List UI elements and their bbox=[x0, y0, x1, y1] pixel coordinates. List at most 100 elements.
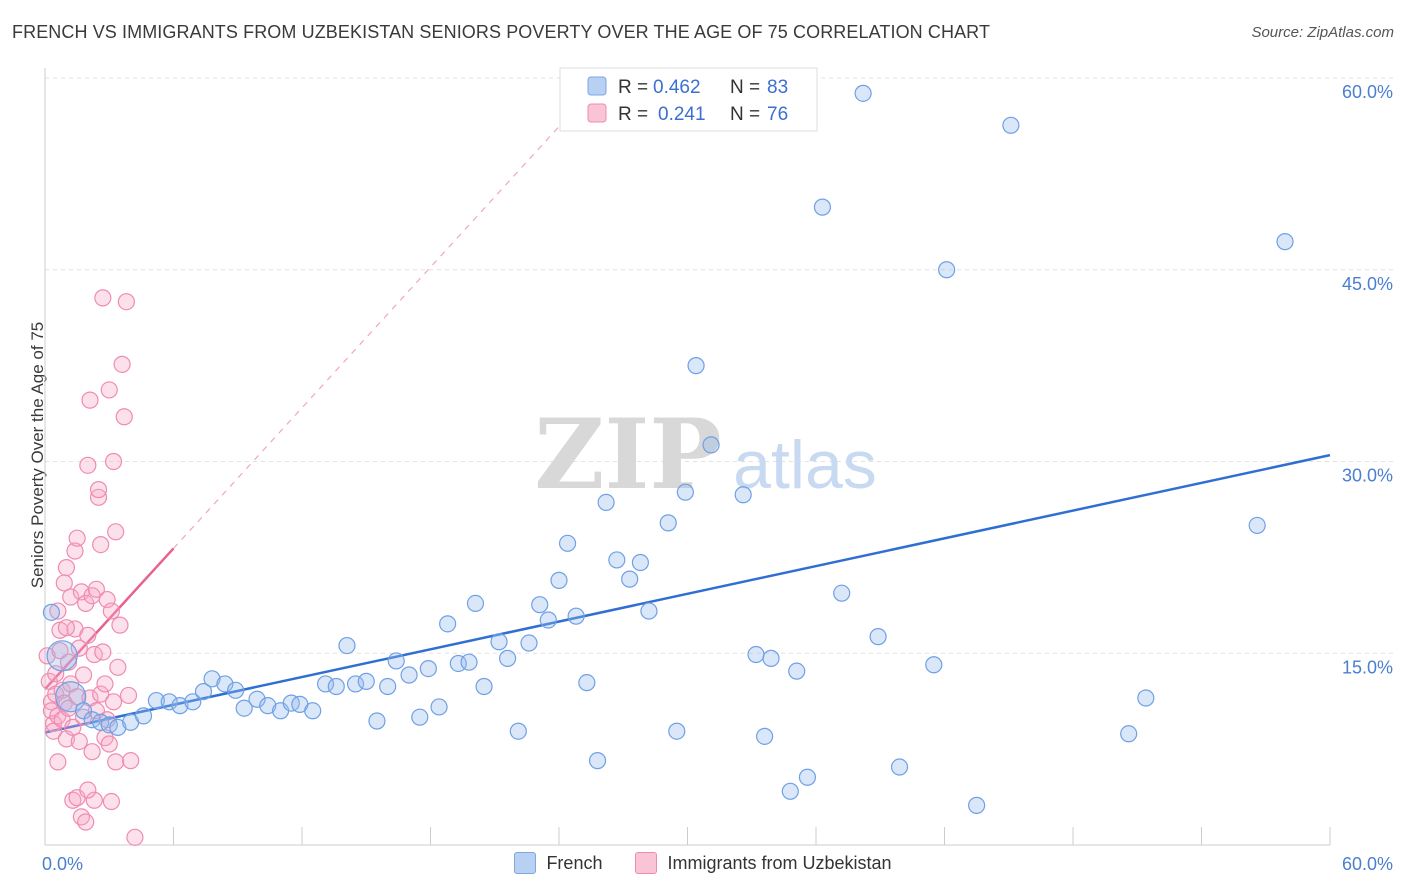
uzbek-point-44 bbox=[87, 580, 106, 598]
watermark-atlas: atlas bbox=[733, 427, 877, 503]
french-point-77 bbox=[968, 796, 986, 814]
bottom-legend-french-label: French bbox=[546, 852, 603, 873]
legend-french-r-value: 0.462 bbox=[653, 77, 701, 98]
uzbek-point-59 bbox=[102, 602, 120, 620]
french-point-53 bbox=[597, 493, 615, 512]
legend-french-n-value: 83 bbox=[767, 77, 788, 98]
bottom-legend-uzbek-swatch bbox=[635, 852, 658, 874]
uzbek-point-6 bbox=[47, 665, 65, 683]
uzbek-point-36 bbox=[79, 456, 97, 474]
french-point-65 bbox=[755, 727, 774, 745]
x-tick-labels: 0.0% 60.0% bbox=[42, 854, 1393, 874]
french-point-19 bbox=[248, 690, 266, 708]
chart-title: FRENCH VS IMMIGRANTS FROM UZBEKISTAN SEN… bbox=[12, 22, 991, 42]
french-point-52 bbox=[588, 752, 607, 770]
x-tick-label-0: 0.0% bbox=[42, 854, 83, 874]
french-point-70 bbox=[813, 198, 832, 216]
source-label: Source: ZipAtlas.com bbox=[1251, 24, 1394, 41]
french-point-44 bbox=[509, 722, 527, 740]
french-point-50 bbox=[567, 607, 585, 625]
french-point-73 bbox=[869, 628, 887, 646]
french-point-20 bbox=[259, 697, 277, 715]
french-point-56 bbox=[631, 553, 649, 572]
french-point-11 bbox=[160, 693, 178, 711]
gridlines bbox=[45, 77, 1395, 654]
french-point-3 bbox=[74, 702, 93, 720]
french-point-45 bbox=[520, 634, 538, 652]
uzbek-point-73 bbox=[68, 529, 86, 547]
french-point-61 bbox=[687, 357, 705, 375]
french-point-66 bbox=[762, 649, 780, 667]
french-point-16 bbox=[216, 675, 234, 693]
french-point-74 bbox=[890, 758, 909, 776]
uzbek-point-47 bbox=[89, 481, 108, 499]
uzbek-point-58 bbox=[102, 792, 120, 811]
french-point-79 bbox=[1120, 725, 1138, 743]
french-point-29 bbox=[357, 672, 375, 690]
uzbek-point-65 bbox=[111, 616, 129, 634]
french-point-31 bbox=[379, 677, 397, 696]
legend-uzbek-n-label: N = bbox=[730, 104, 760, 125]
french-point-42 bbox=[490, 633, 508, 651]
uzbek-point-12 bbox=[53, 681, 71, 699]
french-point-22 bbox=[282, 694, 300, 712]
french-point-63 bbox=[734, 486, 752, 504]
uzbek-point-66 bbox=[113, 355, 131, 373]
uzbek-point-75 bbox=[49, 753, 67, 771]
uzbek-point-53 bbox=[96, 675, 114, 693]
french-point-41 bbox=[475, 677, 493, 696]
uzbek-point-49 bbox=[92, 685, 110, 703]
french-point-0 bbox=[42, 603, 61, 621]
french-point-9 bbox=[134, 707, 153, 725]
french-point-15 bbox=[203, 670, 221, 688]
french-point-71 bbox=[833, 584, 851, 602]
french-point-24 bbox=[304, 702, 322, 720]
uzbek-point-60 bbox=[104, 452, 123, 471]
uzbek-point-70 bbox=[122, 752, 140, 770]
uzbek-point-61 bbox=[104, 693, 123, 711]
uzbek-point-50 bbox=[94, 289, 112, 307]
uzbek-trend-extension bbox=[173, 77, 604, 549]
french-point-36 bbox=[430, 698, 448, 716]
uzbek-point-74 bbox=[79, 781, 97, 799]
uzbek-point-32 bbox=[74, 666, 93, 684]
french-point-55 bbox=[621, 570, 639, 588]
french-point-76 bbox=[938, 261, 956, 279]
legend-french-n-label: N = bbox=[730, 77, 760, 98]
french-point-43 bbox=[499, 649, 517, 667]
french-trend-line bbox=[44, 453, 1331, 734]
bottom-legend-uzbek-label: Immigrants from Uzbekistan bbox=[667, 852, 892, 873]
uzbek-point-35 bbox=[77, 813, 95, 831]
uzbek-point-40 bbox=[83, 743, 101, 761]
french-point-75 bbox=[925, 656, 943, 674]
french-point-12 bbox=[171, 697, 189, 715]
bottom-legend-french: French bbox=[514, 852, 602, 874]
french-point-35 bbox=[419, 659, 437, 678]
french-point-78 bbox=[1002, 116, 1020, 134]
french-point-81 bbox=[1248, 516, 1266, 535]
uzbek-point-48 bbox=[92, 535, 110, 554]
legend-uzbek-n-value: 76 bbox=[767, 104, 788, 125]
y-tick-label-2: 45.0% bbox=[1342, 274, 1393, 294]
legend-uzbek-r-label: R = bbox=[618, 104, 648, 125]
uzbek-point-63 bbox=[107, 753, 125, 771]
bottom-legend: French Immigrants from Uzbekistan bbox=[0, 852, 1406, 879]
y-tick-label-0: 15.0% bbox=[1342, 657, 1393, 677]
uzbek-point-20 bbox=[62, 588, 80, 606]
french-point-17 bbox=[227, 681, 245, 699]
french-point-32 bbox=[387, 652, 405, 670]
french-point-48 bbox=[550, 571, 568, 589]
french-point-25 bbox=[316, 675, 335, 693]
uzbek-point-29 bbox=[70, 732, 88, 751]
french-point-7 bbox=[109, 718, 127, 736]
uzbek-point-64 bbox=[109, 658, 127, 676]
uzbek-point-38 bbox=[81, 391, 99, 409]
french-point-51 bbox=[578, 674, 596, 692]
french-point-57 bbox=[640, 602, 658, 620]
watermark-zip: ZIP bbox=[534, 398, 721, 511]
uzbek-point-37 bbox=[79, 626, 97, 644]
french-point-68 bbox=[788, 662, 806, 680]
french-point-30 bbox=[368, 712, 386, 730]
legend-french-swatch bbox=[587, 76, 607, 96]
